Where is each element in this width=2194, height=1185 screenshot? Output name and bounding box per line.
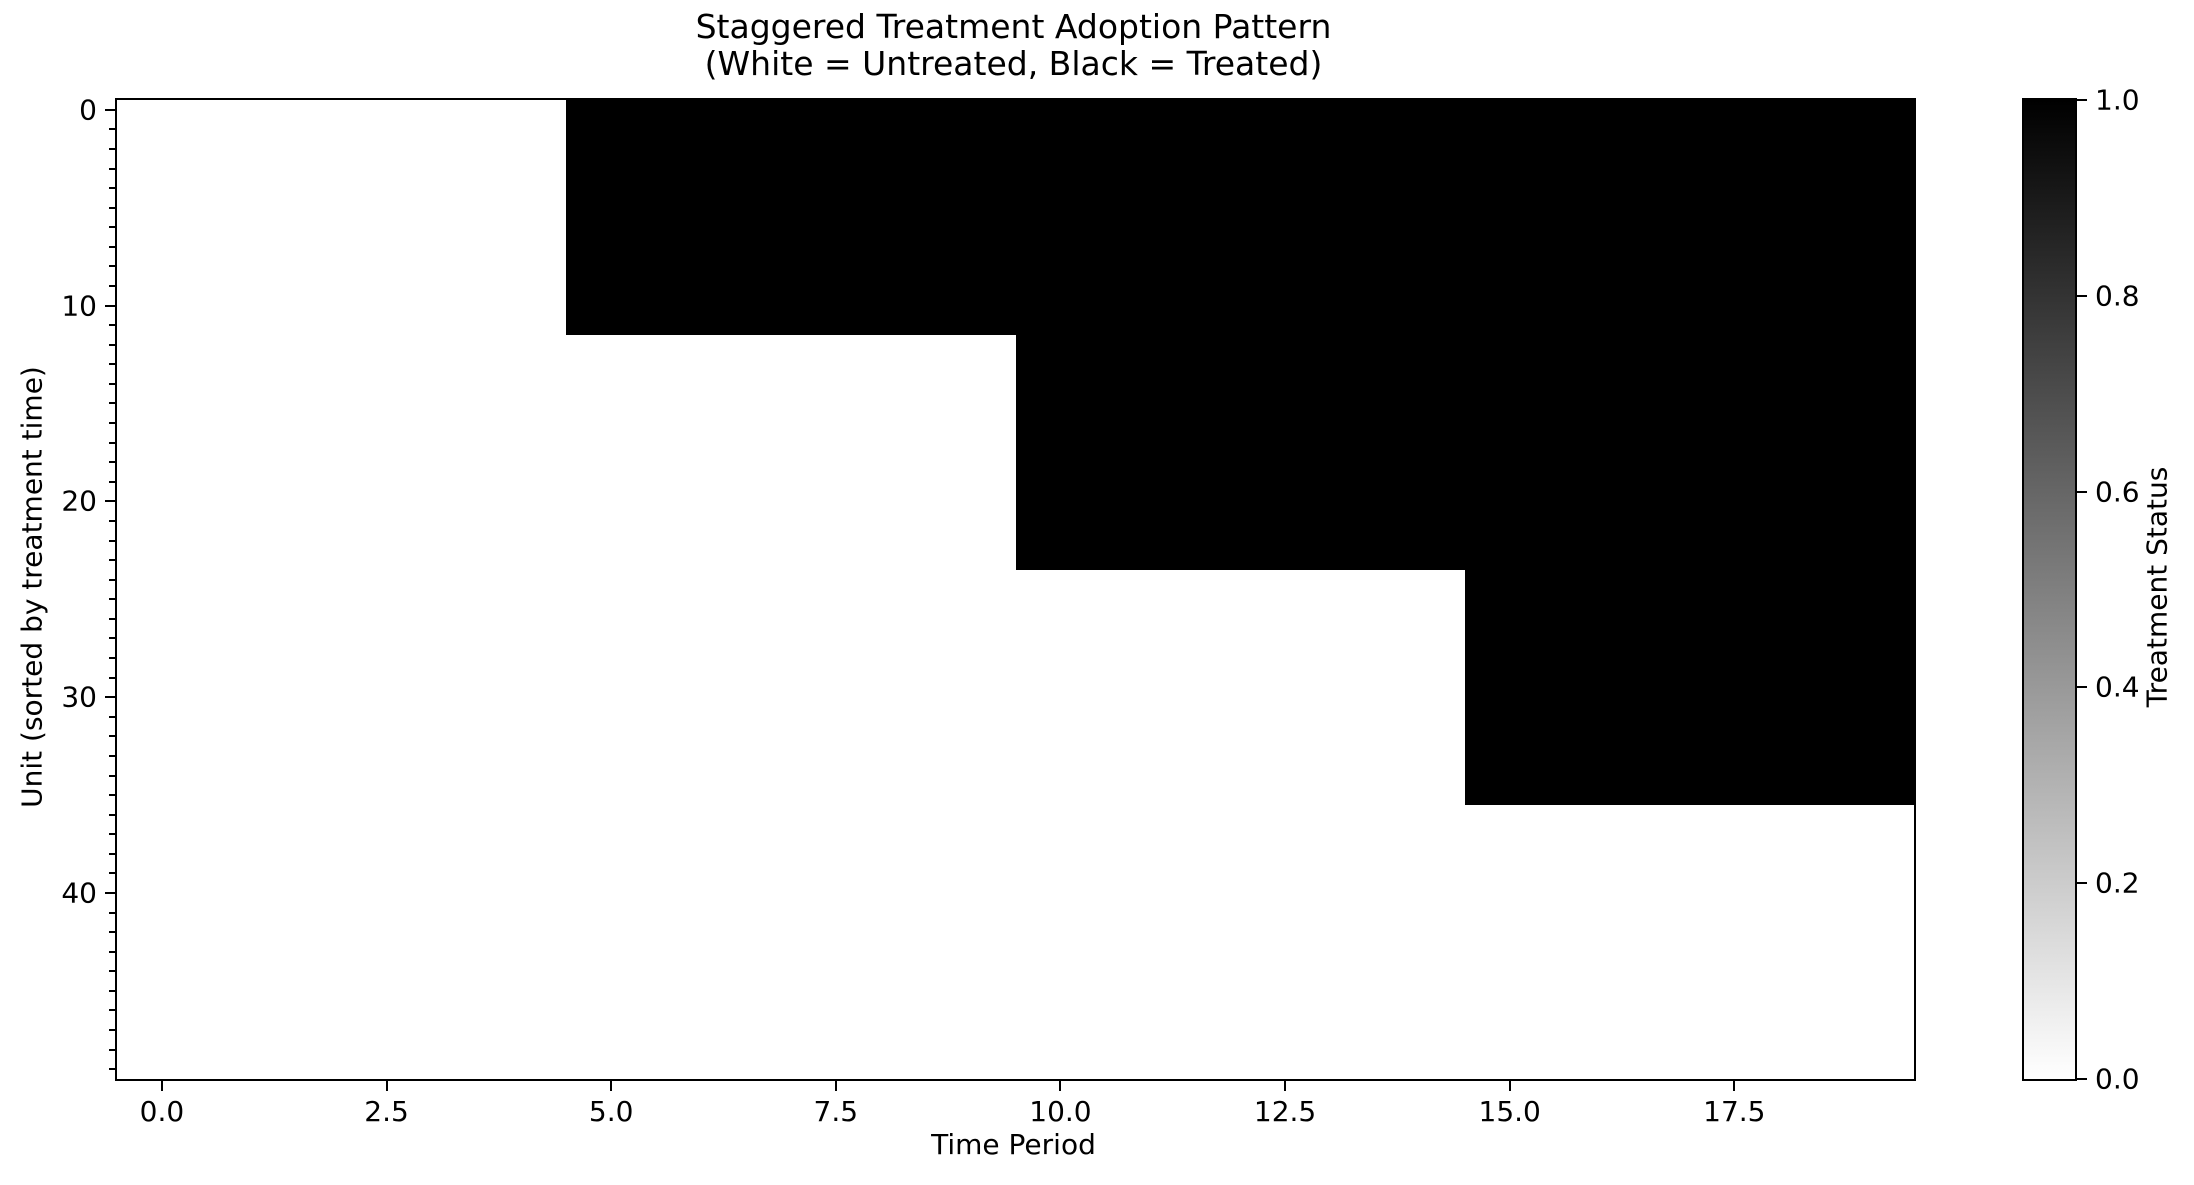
- x-tick-label: 7.5: [813, 1095, 859, 1128]
- y-tick-label: 20: [61, 484, 97, 518]
- y-minor-tick: [109, 128, 115, 131]
- x-tick: [1508, 1081, 1511, 1091]
- y-minor-tick: [109, 265, 115, 268]
- y-tick: [105, 304, 115, 307]
- chart-title-line-2: (White = Untreated, Black = Treated): [704, 44, 1323, 83]
- treated-block: [566, 100, 1914, 335]
- y-minor-tick: [109, 461, 115, 464]
- y-minor-tick: [109, 970, 115, 973]
- y-minor-tick: [109, 1048, 115, 1051]
- y-minor-tick: [109, 578, 115, 581]
- y-minor-tick: [109, 285, 115, 287]
- y-minor-tick: [109, 598, 115, 601]
- colorbar-label: Treatment Status: [2140, 466, 2174, 708]
- y-tick: [105, 108, 115, 111]
- colorbar: [2022, 98, 2077, 1081]
- y-minor-tick: [109, 324, 115, 327]
- y-tick-label: 40: [61, 876, 97, 910]
- y-minor-tick: [109, 519, 115, 522]
- colorbar-tick: [2077, 490, 2087, 493]
- y-minor-tick: [109, 872, 115, 875]
- y-minor-tick: [109, 715, 115, 718]
- y-minor-tick: [109, 637, 115, 640]
- x-tick-label: 12.5: [1253, 1095, 1317, 1128]
- colorbar-tick-label: 0.4: [2095, 670, 2140, 704]
- y-minor-tick: [109, 813, 115, 816]
- y-minor-tick: [109, 1009, 115, 1012]
- x-tick-label: 0.0: [139, 1095, 185, 1128]
- x-tick: [1284, 1081, 1287, 1091]
- x-tick-label: 2.5: [364, 1095, 409, 1128]
- y-minor-tick: [109, 617, 115, 620]
- y-minor-tick: [109, 852, 115, 855]
- y-tick: [105, 696, 115, 699]
- y-minor-tick: [109, 147, 115, 150]
- x-tick-label: 5.0: [588, 1095, 634, 1128]
- y-minor-tick: [109, 441, 115, 444]
- chart-title-line-1: Staggered Treatment Adoption Pattern: [695, 7, 1332, 46]
- y-minor-tick: [109, 559, 115, 562]
- colorbar-tick: [2077, 686, 2087, 689]
- y-minor-tick: [109, 931, 115, 934]
- y-minor-tick: [109, 657, 115, 660]
- colorbar-tick-label: 1.0: [2095, 83, 2140, 117]
- y-minor-tick: [109, 754, 115, 757]
- x-tick-label: 10.0: [1029, 1095, 1092, 1128]
- colorbar-tick: [2077, 1078, 2087, 1080]
- y-minor-tick: [109, 774, 115, 777]
- x-tick: [834, 1081, 837, 1091]
- y-tick-label: 10: [61, 289, 97, 323]
- y-minor-tick: [109, 245, 115, 248]
- y-minor-tick: [109, 989, 115, 992]
- y-minor-tick: [109, 363, 115, 366]
- x-tick: [1059, 1081, 1062, 1091]
- y-minor-tick: [109, 206, 115, 209]
- chart-title: Staggered Treatment Adoption Pattern (Wh…: [115, 8, 1912, 82]
- x-tick: [160, 1081, 163, 1091]
- y-minor-tick: [109, 539, 115, 542]
- x-tick: [385, 1081, 388, 1091]
- colorbar-tick-label: 0.8: [2095, 279, 2140, 313]
- y-minor-tick: [109, 1029, 115, 1032]
- x-tick: [610, 1081, 613, 1091]
- y-minor-tick: [109, 676, 115, 679]
- y-minor-tick: [109, 735, 115, 738]
- colorbar-tick: [2077, 882, 2087, 885]
- y-minor-tick: [109, 382, 115, 385]
- x-tick: [1733, 1081, 1736, 1091]
- colorbar-tick-label: 0.0: [2095, 1062, 2140, 1096]
- y-minor-tick: [109, 187, 115, 190]
- colorbar-tick: [2077, 99, 2087, 101]
- y-minor-tick: [109, 794, 115, 797]
- y-minor-tick: [109, 167, 115, 170]
- y-minor-tick: [109, 911, 115, 914]
- colorbar-tick-label: 0.6: [2095, 475, 2140, 509]
- y-minor-tick: [109, 1068, 115, 1071]
- x-tick-label: 15.0: [1478, 1095, 1541, 1128]
- y-tick: [105, 891, 115, 894]
- y-minor-tick: [109, 950, 115, 953]
- colorbar-tick: [2077, 294, 2087, 297]
- colorbar-tick-label: 0.2: [2095, 866, 2140, 900]
- y-minor-tick: [109, 343, 115, 346]
- heatmap-plot-area: [115, 98, 1916, 1081]
- heatmap-canvas: [117, 100, 1914, 1079]
- y-minor-tick: [109, 226, 115, 229]
- y-tick-label: 0: [79, 93, 97, 127]
- y-minor-tick: [109, 402, 115, 405]
- y-minor-tick: [109, 833, 115, 836]
- treated-block: [1464, 569, 1914, 805]
- y-tick: [105, 500, 115, 503]
- treated-block: [1015, 334, 1914, 570]
- y-minor-tick: [109, 422, 115, 425]
- y-tick-label: 30: [61, 680, 97, 714]
- x-axis-label: Time Period: [931, 1128, 1096, 1161]
- x-tick-label: 17.5: [1703, 1095, 1766, 1128]
- y-axis-label: Unit (sorted by treatment time): [15, 366, 49, 808]
- y-minor-tick: [109, 480, 115, 483]
